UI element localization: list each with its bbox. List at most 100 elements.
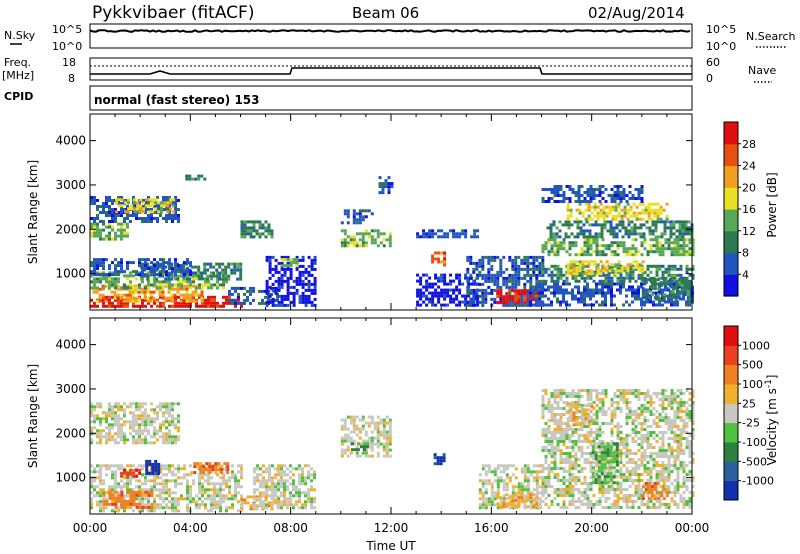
power-cell — [120, 202, 123, 205]
velocity-cell — [517, 491, 521, 495]
velocity-cell — [547, 473, 551, 476]
power-colorbar-segment — [724, 252, 738, 275]
power-cell — [619, 291, 622, 295]
power-cell — [583, 297, 586, 301]
velocity-cell — [204, 479, 207, 483]
power-cell — [663, 220, 667, 224]
power-cell — [443, 260, 447, 264]
power-cell — [661, 297, 664, 301]
velocity-cell — [171, 441, 174, 445]
power-cell — [550, 197, 554, 200]
velocity-cell — [102, 429, 105, 433]
power-cell — [147, 220, 150, 223]
power-cell — [153, 298, 156, 302]
velocity-cell — [355, 454, 359, 458]
power-cell — [155, 284, 159, 288]
velocity-cell — [168, 494, 171, 498]
power-cell — [172, 204, 176, 208]
power-cell — [614, 272, 618, 276]
power-cell — [201, 277, 204, 281]
power-cell — [616, 197, 620, 200]
power-colorbar-segment — [724, 274, 738, 297]
power-cell — [622, 188, 626, 191]
cpid-text: normal (fast stereo) 153 — [94, 93, 260, 107]
velocity-cell — [541, 413, 545, 416]
power-cell — [147, 301, 150, 305]
velocity-cell — [553, 473, 557, 476]
velocity-cell — [138, 493, 142, 497]
power-cell — [216, 280, 219, 284]
power-cell — [589, 185, 593, 188]
power-cell — [286, 297, 290, 301]
power-cell — [523, 282, 527, 286]
power-cell — [168, 280, 171, 284]
power-cell — [298, 300, 302, 304]
power-cell — [681, 235, 685, 239]
power-cell — [440, 260, 444, 264]
velocity-cell — [90, 405, 93, 409]
velocity-cell — [499, 500, 503, 504]
power-cell — [651, 223, 655, 227]
nsky-tick-bottom: 10^0 — [52, 40, 82, 53]
power-cell — [277, 285, 281, 289]
velocity-cell — [120, 467, 123, 471]
power-cell — [616, 185, 620, 188]
power-cell — [595, 194, 599, 197]
power-cell — [177, 280, 180, 284]
velocity-cell — [550, 443, 554, 446]
power-cell — [466, 285, 470, 289]
power-cell — [550, 273, 554, 277]
power-cell — [566, 217, 570, 221]
power-cell — [646, 267, 650, 271]
velocity-cell — [547, 437, 551, 440]
velocity-cell — [225, 497, 228, 501]
velocity-cell — [556, 443, 560, 446]
velocity-cell — [117, 432, 120, 436]
power-cell — [93, 231, 96, 235]
power-cell — [171, 214, 174, 217]
velocity-cell — [484, 503, 488, 507]
power-cell — [171, 267, 174, 271]
power-cell — [177, 208, 180, 211]
power-cell — [120, 304, 123, 308]
velocity-cell — [204, 503, 207, 507]
velocity-cell — [547, 452, 551, 455]
power-cell — [493, 273, 497, 277]
velocity-cell — [168, 470, 171, 474]
velocity-cell — [304, 500, 307, 504]
velocity-cell — [556, 404, 560, 407]
power-cell — [165, 261, 168, 265]
velocity-cell — [129, 479, 132, 483]
power-cell — [93, 301, 96, 305]
power-cell — [125, 284, 129, 288]
power-cell — [271, 282, 275, 286]
velocity-cell — [493, 473, 497, 477]
velocity-cell — [349, 439, 353, 443]
power-cell — [419, 282, 423, 286]
power-cell — [304, 294, 308, 298]
power-cell — [177, 283, 180, 287]
power-colorbar-segment — [724, 143, 738, 167]
power-cell — [604, 200, 608, 203]
velocity-cell — [256, 497, 259, 501]
power-cell — [535, 295, 539, 299]
velocity-cell — [307, 470, 310, 474]
power-cell — [598, 194, 602, 197]
power-cell — [428, 291, 432, 295]
power-cell — [520, 289, 524, 293]
power-cell — [120, 258, 123, 262]
power-cell — [677, 284, 681, 288]
velocity-cell — [538, 476, 542, 480]
power-cell — [584, 202, 588, 206]
velocity-cell — [259, 494, 262, 498]
power-cell — [111, 237, 114, 241]
power-cell — [653, 296, 657, 300]
velocity-cell — [153, 482, 156, 486]
velocity-cell — [553, 419, 557, 422]
power-cell — [102, 258, 105, 262]
velocity-cell — [216, 500, 219, 504]
power-cell — [277, 303, 281, 307]
power-cell — [476, 235, 480, 239]
power-cell — [144, 208, 147, 211]
power-cell — [484, 288, 488, 292]
